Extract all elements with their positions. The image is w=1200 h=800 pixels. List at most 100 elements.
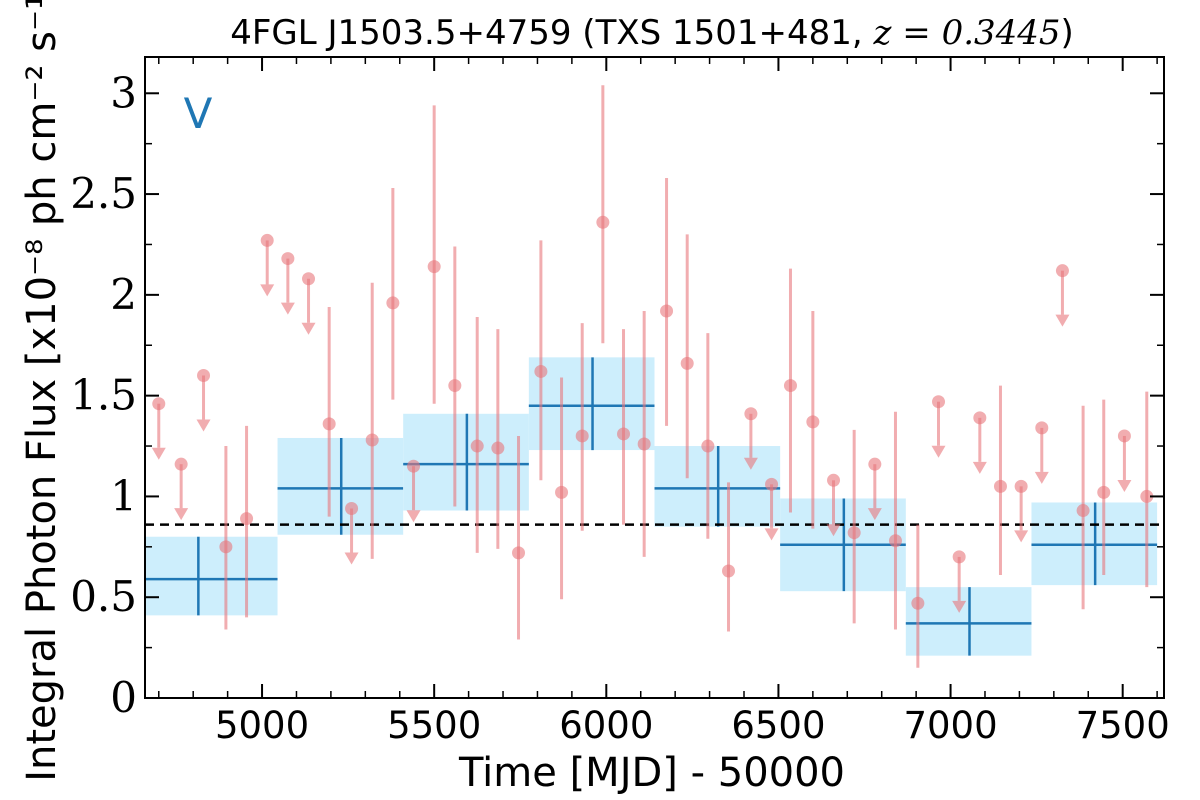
upper-limit bbox=[151, 397, 166, 460]
point-marker bbox=[512, 546, 526, 560]
point-marker bbox=[386, 296, 400, 310]
upper-limit-marker bbox=[952, 550, 966, 564]
upper-limit-arrow-head bbox=[174, 508, 189, 521]
point-marker bbox=[1076, 504, 1090, 518]
upper-limit bbox=[280, 252, 295, 315]
data-point bbox=[911, 524, 925, 668]
data-point bbox=[660, 177, 674, 426]
y-tick-label: 0 bbox=[110, 673, 137, 722]
point-marker bbox=[783, 379, 797, 393]
axis-ticks-layer: 5000 5500 6000 6500 7000 7500 0 0.5 1 1.5 2 2.5 3 bbox=[70, 57, 1170, 747]
data-point bbox=[722, 482, 736, 632]
y-tick-label: 2.5 bbox=[70, 169, 137, 218]
y-tick-label: 3 bbox=[110, 68, 137, 117]
data-point bbox=[322, 306, 336, 517]
upper-limit-arrow-head bbox=[260, 284, 275, 297]
data-point bbox=[470, 317, 484, 553]
upper-limit bbox=[406, 459, 421, 523]
point-marker bbox=[847, 526, 861, 540]
upper-limit-arrow-head bbox=[764, 528, 779, 541]
point-marker bbox=[427, 260, 441, 274]
upper-limit-marker bbox=[345, 502, 359, 516]
upper-limit-arrow-head bbox=[952, 600, 967, 613]
upper-limit-arrow-head bbox=[406, 510, 421, 523]
y-tick-label: 0.5 bbox=[70, 572, 137, 621]
point-marker bbox=[888, 534, 902, 548]
point-marker bbox=[1140, 489, 1154, 503]
y-tick-label: 1.5 bbox=[70, 371, 137, 420]
point-marker bbox=[680, 356, 694, 370]
flux-bin bbox=[403, 413, 529, 511]
flux-bin bbox=[780, 498, 906, 592]
point-marker bbox=[993, 479, 1007, 493]
x-tick-label: 6000 bbox=[559, 704, 653, 747]
upper-limit-arrow-head bbox=[1055, 314, 1070, 327]
upper-limit-marker bbox=[407, 459, 421, 473]
data-point bbox=[386, 188, 400, 400]
upper-limit-arrow-head bbox=[972, 461, 987, 474]
data-point bbox=[888, 411, 902, 630]
upper-limit-marker bbox=[152, 397, 166, 411]
upper-limit-marker bbox=[1055, 264, 1069, 278]
point-marker bbox=[534, 364, 548, 378]
data-point bbox=[680, 234, 694, 479]
point-marker bbox=[637, 437, 651, 451]
upper-limit-arrow-head bbox=[1014, 530, 1029, 543]
x-tick-label: 5500 bbox=[387, 704, 481, 747]
upper-limit-marker bbox=[302, 272, 316, 286]
upper-limit-arrow-head bbox=[1034, 471, 1049, 484]
x-axis-label: Time [MJD] - 50000 bbox=[458, 750, 845, 796]
upper-limit bbox=[1014, 479, 1029, 543]
x-tick-label: 7500 bbox=[1076, 704, 1170, 747]
data-point bbox=[847, 429, 861, 624]
data-point bbox=[365, 282, 379, 559]
upper-limit bbox=[260, 233, 275, 297]
point-marker bbox=[596, 215, 610, 229]
upper-limit-arrow-head bbox=[743, 457, 758, 470]
upper-limit-marker bbox=[973, 411, 987, 425]
upper-limit bbox=[196, 368, 211, 432]
upper-limit-arrow-head bbox=[280, 302, 295, 315]
binned-flux-layer bbox=[145, 357, 1158, 656]
detections-layer bbox=[219, 85, 1154, 668]
data-point bbox=[993, 385, 1007, 576]
upper-limit bbox=[826, 473, 841, 537]
y-tick-label: 2 bbox=[110, 270, 137, 319]
data-point bbox=[596, 85, 610, 344]
point-marker bbox=[491, 441, 505, 455]
upper-limit bbox=[344, 502, 359, 565]
upper-limit-marker bbox=[744, 407, 758, 421]
data-point bbox=[534, 240, 548, 481]
upper-limit-marker bbox=[827, 473, 841, 487]
upper-limit-marker bbox=[868, 457, 882, 471]
data-point bbox=[240, 425, 254, 618]
y-tick-label: 1 bbox=[110, 471, 137, 520]
chart-title: 4FGL J1503.5+4759 (TXS 1501+481, z = 0.3… bbox=[230, 13, 1074, 53]
upper-limit-marker bbox=[932, 395, 946, 409]
data-point bbox=[219, 446, 233, 630]
point-marker bbox=[660, 304, 674, 318]
point-marker bbox=[219, 540, 233, 554]
y-axis-label: Integral Photon Flux [x10⁻⁸ ph cm⁻² s⁻¹] bbox=[19, 0, 65, 782]
upper-limit-marker bbox=[765, 477, 779, 491]
flux-bin bbox=[277, 437, 404, 535]
data-point bbox=[701, 333, 715, 539]
panel-annotation: V bbox=[184, 89, 213, 138]
x-tick-label: 7000 bbox=[903, 704, 997, 747]
upper-limit bbox=[931, 395, 946, 458]
flux-bin bbox=[145, 536, 278, 616]
upper-limit-arrow-head bbox=[344, 552, 359, 565]
upper-limit-arrow-head bbox=[931, 445, 946, 458]
data-point bbox=[512, 435, 526, 640]
upper-limit-arrow-head bbox=[867, 508, 882, 521]
data-point bbox=[1140, 391, 1154, 588]
flux-bin bbox=[654, 446, 781, 527]
data-point bbox=[1097, 399, 1111, 576]
data-point bbox=[783, 268, 797, 513]
upper-limit bbox=[301, 272, 316, 335]
point-marker bbox=[555, 485, 569, 499]
upper-limit-arrow-head bbox=[151, 447, 166, 460]
upper-limit bbox=[1055, 264, 1070, 327]
x-tick-label: 5000 bbox=[215, 704, 309, 747]
